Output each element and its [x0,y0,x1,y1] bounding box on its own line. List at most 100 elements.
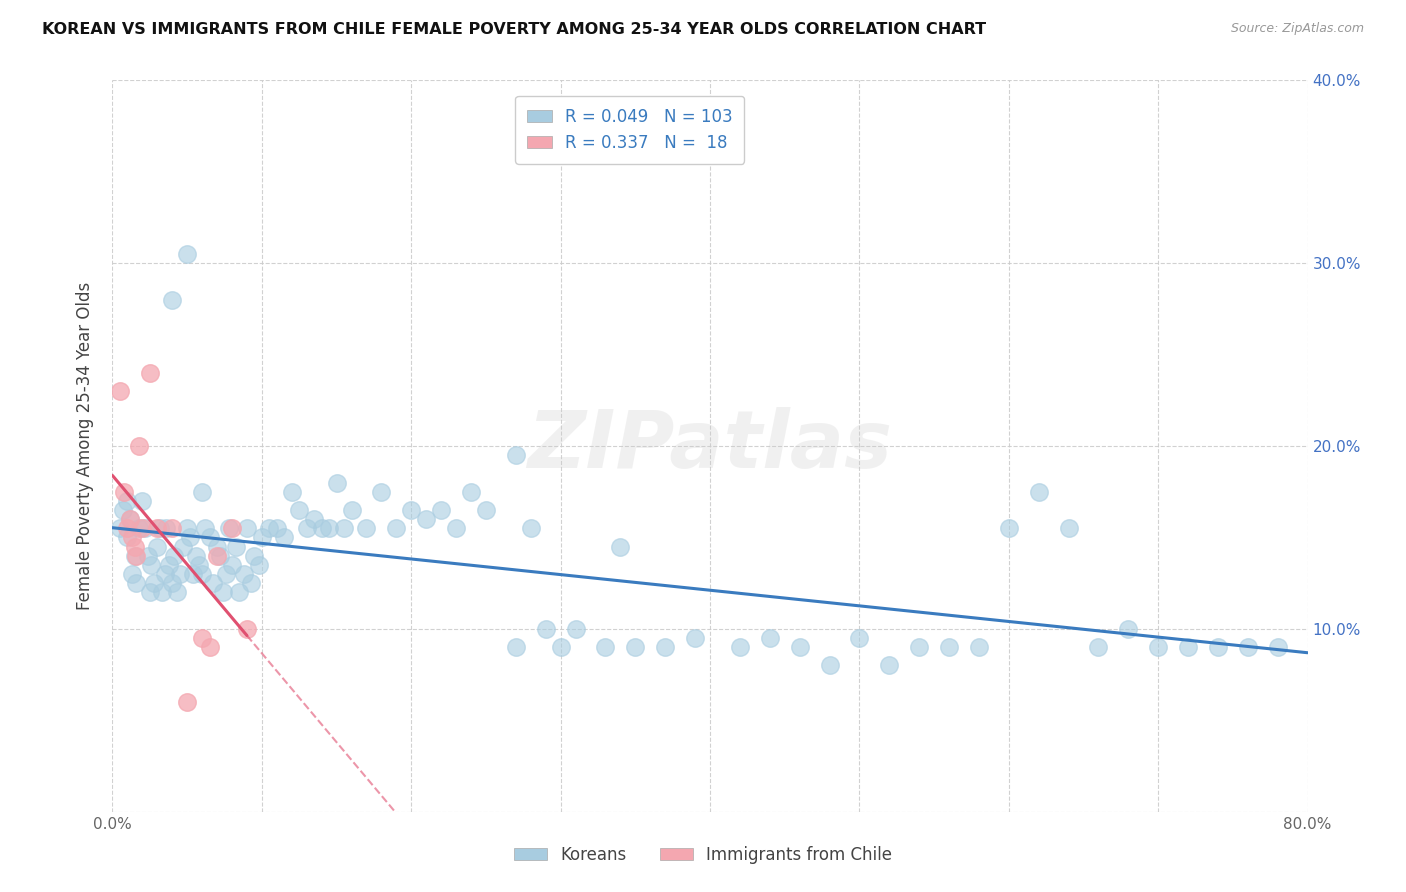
Point [938,640,960,655]
Point [124,540,146,554]
Point [654,640,676,655]
Point [163,549,186,563]
Point [250,530,273,544]
Point [550,640,572,655]
Point [505,448,527,462]
Point [198,530,221,544]
Point [243,549,266,563]
Point [233,567,256,582]
Point [370,484,392,499]
Point [212,585,235,599]
Point [121,567,143,582]
Text: Source: ZipAtlas.com: Source: ZipAtlas.com [1230,22,1364,36]
Point [340,503,363,517]
Point [385,521,408,535]
Point [124,549,146,563]
Point [149,521,172,535]
Point [1087,640,1109,655]
Point [818,658,841,673]
Point [564,622,586,636]
Point [191,631,214,645]
Point [266,521,288,535]
Point [181,567,204,582]
Point [356,521,378,535]
Point [430,503,453,517]
Point [759,631,782,645]
Point [155,521,177,535]
Point [121,530,143,544]
Point [131,494,153,508]
Point [1237,640,1260,655]
Point [1177,640,1199,655]
Point [128,439,150,453]
Point [460,484,482,499]
Point [117,530,139,544]
Point [1028,484,1050,499]
Point [169,567,191,582]
Point [505,640,527,655]
Point [879,658,901,673]
Point [318,521,340,535]
Point [179,530,201,544]
Text: KOREAN VS IMMIGRANTS FROM CHILE FEMALE POVERTY AMONG 25-34 YEAR OLDS CORRELATION: KOREAN VS IMMIGRANTS FROM CHILE FEMALE P… [42,22,986,37]
Point [998,521,1021,535]
Legend: R = 0.049   N = 103, R = 0.337   N =  18: R = 0.049 N = 103, R = 0.337 N = 18 [515,96,745,163]
Point [120,512,142,526]
Point [624,640,647,655]
Point [281,484,304,499]
Point [311,521,333,535]
Point [146,521,169,535]
Point [209,549,232,563]
Point [143,576,166,591]
Point [186,549,208,563]
Point [162,521,183,535]
Point [295,521,318,535]
Point [1206,640,1229,655]
Point [114,484,135,499]
Point [138,549,160,563]
Point [609,540,631,554]
Point [259,521,281,535]
Point [215,567,238,582]
Point [198,640,221,655]
Point [333,521,356,535]
Point [134,521,156,535]
Point [520,521,543,535]
Point [325,475,347,490]
Point [131,521,153,535]
Point [595,640,617,655]
Point [166,585,188,599]
Point [221,558,243,572]
Point [273,530,295,544]
Point [475,503,498,517]
Point [247,558,270,572]
Point [221,521,243,535]
Point [188,558,211,572]
Point [153,567,176,582]
Point [218,521,240,535]
Point [288,503,311,517]
Point [139,366,162,380]
Point [444,521,467,535]
Point [117,494,139,508]
Point [128,521,150,535]
Point [967,640,990,655]
Point [172,540,194,554]
Point [125,549,148,563]
Point [240,576,263,591]
Point [201,576,224,591]
Point [125,576,148,591]
Point [150,585,173,599]
Point [117,521,139,535]
Text: ZIPatlas: ZIPatlas [527,407,893,485]
Point [194,521,217,535]
Point [789,640,811,655]
Point [176,695,198,709]
Point [415,512,437,526]
Point [848,631,870,645]
Point [111,503,134,517]
Point [176,247,198,261]
Point [1057,521,1080,535]
Point [534,622,557,636]
Point [401,503,423,517]
